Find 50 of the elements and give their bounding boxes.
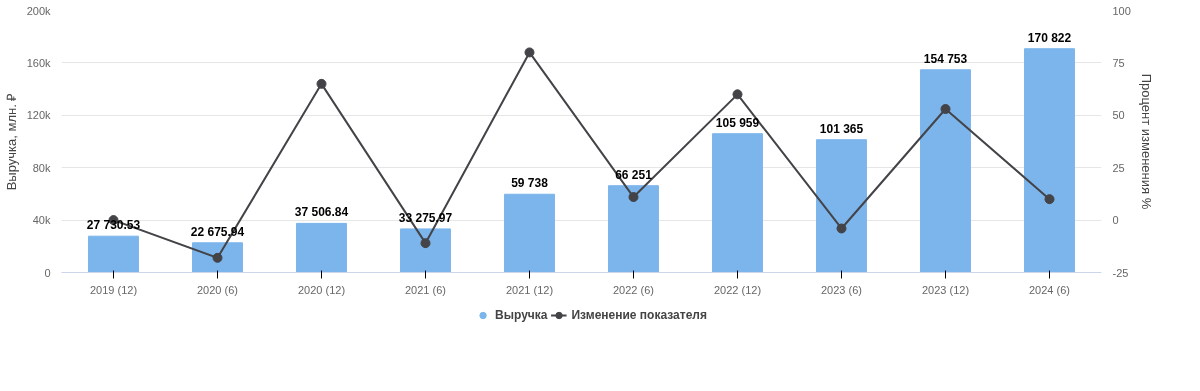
x-tick-label: 2021 (12) [505, 283, 554, 296]
data-label: 154 753 [923, 51, 968, 66]
x-tick-label: 2021 (6) [405, 283, 446, 296]
x-tick-label: 2022 (12) [713, 283, 762, 296]
data-label: 37 506.84 [294, 205, 349, 220]
legend-label: Изменение показателя [571, 308, 707, 322]
point [1044, 194, 1055, 205]
bar [1024, 48, 1075, 273]
y2-tick-label: -25 [1112, 266, 1129, 279]
x-tick-label: 2020 (12) [297, 283, 346, 296]
y-tick-label: 0 [44, 266, 51, 279]
y2-tick-label: 25 [1112, 161, 1125, 174]
x-tick-label: 2024 (6) [1029, 283, 1070, 296]
data-label: 59 738 [511, 176, 549, 191]
y2-tick-label: 50 [1112, 109, 1125, 122]
data-label: 101 365 [819, 121, 864, 136]
point [316, 78, 327, 89]
y-tick-label: 200k [26, 4, 51, 17]
data-label: 170 822 [1027, 30, 1072, 45]
bar [816, 139, 867, 273]
y2-axis-title: Процент изменения % [1138, 73, 1154, 210]
point [212, 252, 223, 263]
x-tick-label: 2020 (6) [197, 283, 238, 296]
y2-tick-label: 100 [1112, 4, 1131, 17]
x-tick-label: 2023 (6) [821, 283, 862, 296]
point [524, 47, 535, 58]
x-tick-label: 2022 (6) [613, 283, 654, 296]
y-tick-label: 160k [26, 56, 51, 69]
point [628, 192, 639, 203]
bar [296, 222, 347, 273]
point [420, 238, 431, 249]
legend-label: Выручка [495, 308, 548, 322]
y-tick-label: 80k [32, 161, 51, 174]
bar [920, 69, 971, 273]
y-tick-label: 120k [26, 109, 51, 122]
y2-tick-label: 75 [1112, 56, 1125, 69]
point [836, 223, 847, 234]
y2-tick-label: 0 [1112, 214, 1119, 227]
x-tick-label: 2019 (12) [89, 283, 138, 296]
point [732, 89, 743, 100]
bar [88, 235, 139, 273]
y-tick-label: 40k [32, 214, 51, 227]
bar [504, 193, 555, 273]
data-label: 105 959 [715, 115, 760, 130]
x-tick-label: 2023 (12) [921, 283, 970, 296]
bar [712, 133, 763, 273]
point [940, 104, 951, 114]
y-axis-title: Выручка, млн. ₽ [3, 92, 19, 191]
bar [400, 228, 451, 273]
bar [608, 185, 659, 273]
